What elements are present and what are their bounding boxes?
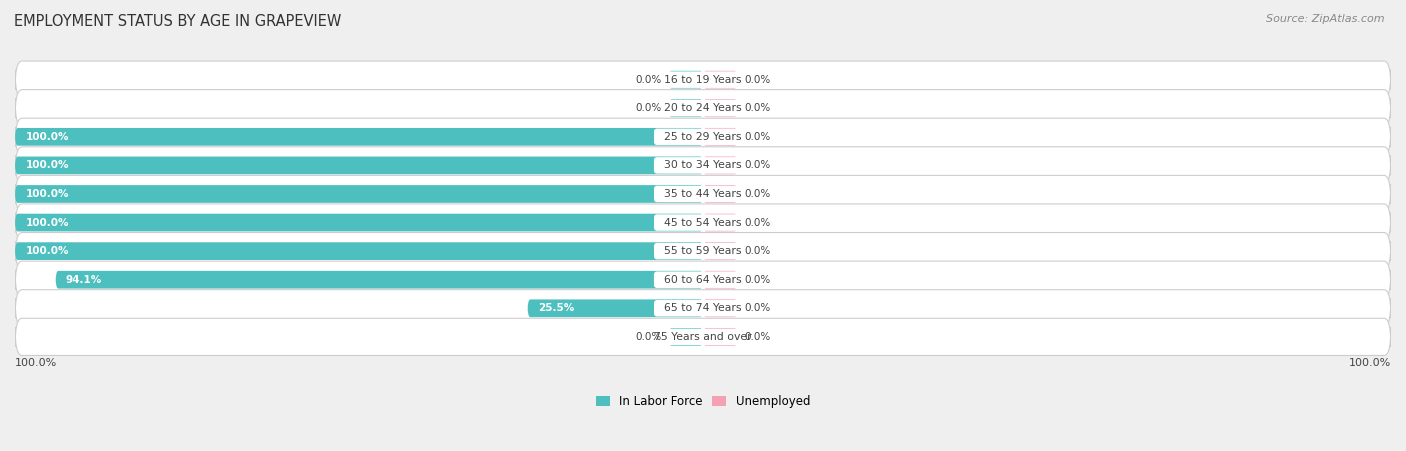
FancyBboxPatch shape [56,271,703,289]
FancyBboxPatch shape [703,156,737,174]
FancyBboxPatch shape [15,290,1391,327]
Text: Source: ZipAtlas.com: Source: ZipAtlas.com [1267,14,1385,23]
FancyBboxPatch shape [15,118,1391,156]
Text: 25.5%: 25.5% [538,303,574,313]
Text: 100.0%: 100.0% [25,246,69,256]
FancyBboxPatch shape [703,242,737,260]
Text: 0.0%: 0.0% [744,161,770,170]
Text: 0.0%: 0.0% [744,303,770,313]
Text: 65 to 74 Years: 65 to 74 Years [657,303,749,313]
FancyBboxPatch shape [15,90,1391,127]
FancyBboxPatch shape [703,214,737,231]
Text: 100.0%: 100.0% [15,358,58,368]
FancyBboxPatch shape [15,261,1391,298]
FancyBboxPatch shape [703,328,737,346]
Legend: In Labor Force, Unemployed: In Labor Force, Unemployed [591,391,815,413]
FancyBboxPatch shape [15,147,1391,184]
Text: 0.0%: 0.0% [744,132,770,142]
Text: 0.0%: 0.0% [744,217,770,228]
Text: 100.0%: 100.0% [1348,358,1391,368]
Text: 100.0%: 100.0% [25,161,69,170]
Text: 0.0%: 0.0% [744,332,770,342]
FancyBboxPatch shape [669,99,703,117]
FancyBboxPatch shape [15,318,1391,355]
Text: 0.0%: 0.0% [744,246,770,256]
FancyBboxPatch shape [15,156,703,174]
Text: 55 to 59 Years: 55 to 59 Years [657,246,749,256]
Text: 100.0%: 100.0% [25,217,69,228]
FancyBboxPatch shape [703,99,737,117]
FancyBboxPatch shape [703,185,737,203]
Text: 94.1%: 94.1% [66,275,103,285]
Text: 25 to 29 Years: 25 to 29 Years [657,132,749,142]
Text: 0.0%: 0.0% [636,332,662,342]
Text: 60 to 64 Years: 60 to 64 Years [657,275,749,285]
FancyBboxPatch shape [15,214,703,231]
FancyBboxPatch shape [527,299,703,317]
FancyBboxPatch shape [15,185,703,203]
FancyBboxPatch shape [15,128,703,146]
Text: 0.0%: 0.0% [744,275,770,285]
Text: 75 Years and over: 75 Years and over [647,332,759,342]
FancyBboxPatch shape [703,71,737,88]
Text: 0.0%: 0.0% [744,189,770,199]
FancyBboxPatch shape [669,71,703,88]
Text: 45 to 54 Years: 45 to 54 Years [657,217,749,228]
Text: 0.0%: 0.0% [636,75,662,85]
FancyBboxPatch shape [703,271,737,289]
Text: 100.0%: 100.0% [25,132,69,142]
Text: 16 to 19 Years: 16 to 19 Years [657,75,749,85]
FancyBboxPatch shape [15,242,703,260]
FancyBboxPatch shape [15,61,1391,98]
Text: 20 to 24 Years: 20 to 24 Years [657,103,749,113]
FancyBboxPatch shape [15,204,1391,241]
Text: 35 to 44 Years: 35 to 44 Years [657,189,749,199]
FancyBboxPatch shape [669,328,703,346]
FancyBboxPatch shape [15,233,1391,270]
Text: EMPLOYMENT STATUS BY AGE IN GRAPEVIEW: EMPLOYMENT STATUS BY AGE IN GRAPEVIEW [14,14,342,28]
Text: 100.0%: 100.0% [25,189,69,199]
Text: 0.0%: 0.0% [744,103,770,113]
FancyBboxPatch shape [15,175,1391,212]
Text: 30 to 34 Years: 30 to 34 Years [657,161,749,170]
Text: 0.0%: 0.0% [744,75,770,85]
Text: 0.0%: 0.0% [636,103,662,113]
FancyBboxPatch shape [703,128,737,146]
FancyBboxPatch shape [703,299,737,317]
